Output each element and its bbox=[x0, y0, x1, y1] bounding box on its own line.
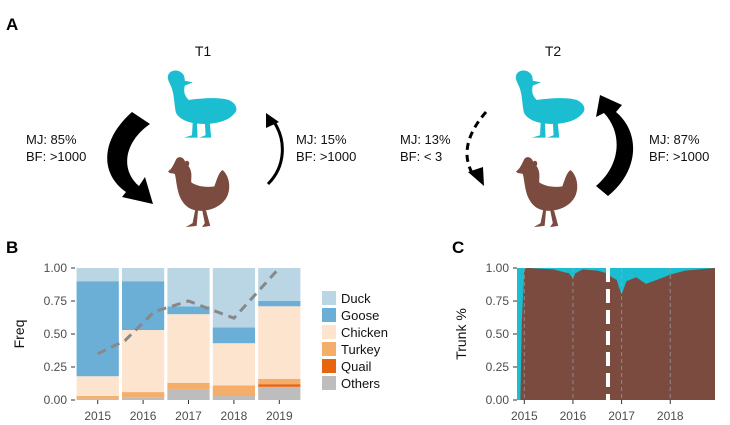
bar-2016-duck bbox=[121, 268, 165, 282]
panel-a-letter: A bbox=[6, 15, 18, 34]
y-tick-label: 0.00 bbox=[486, 393, 510, 407]
y-axis-label: Trunk % bbox=[453, 308, 469, 360]
bar-2018-goose bbox=[212, 327, 256, 344]
x-tick-label: 2016 bbox=[560, 409, 587, 423]
bar-2016-turkey bbox=[121, 392, 165, 398]
x-tick-label: 2019 bbox=[266, 409, 293, 423]
legend-swatch-chicken bbox=[322, 325, 336, 339]
bar-2017-turkey bbox=[167, 382, 210, 390]
legend-label-duck: Duck bbox=[341, 291, 371, 306]
bar-2018-others bbox=[212, 396, 256, 400]
y-axis-label: Freq bbox=[11, 320, 27, 349]
legend-label-chicken: Chicken bbox=[341, 325, 388, 340]
bar-2019-others bbox=[258, 386, 301, 400]
arrow-duck-to-chicken-dashed bbox=[465, 111, 488, 177]
t1-left-mj: MJ: 85% bbox=[26, 132, 77, 147]
y-tick-label: 0.50 bbox=[44, 327, 68, 341]
t1-left-bf: BF: >1000 bbox=[26, 149, 86, 164]
legend-swatch-turkey bbox=[322, 342, 336, 356]
bar-2019-chicken bbox=[258, 306, 301, 379]
bar-2015-duck bbox=[76, 268, 119, 282]
t2-title: T2 bbox=[545, 43, 562, 59]
t2-left-mj: MJ: 13% bbox=[400, 132, 451, 147]
y-tick-label: 0.25 bbox=[486, 360, 510, 374]
trunk-area bbox=[517, 268, 715, 400]
arrowhead bbox=[468, 167, 484, 186]
bar-2017-goose bbox=[167, 306, 210, 315]
y-tick-label: 0.75 bbox=[44, 294, 68, 308]
x-tick-label: 2015 bbox=[511, 409, 538, 423]
trend-dashed-line bbox=[97, 266, 281, 356]
arrow-duck-to-chicken-thick bbox=[107, 112, 153, 204]
bar-2018-turkey bbox=[212, 385, 256, 397]
t2-right-mj: MJ: 87% bbox=[649, 132, 700, 147]
arrow-chicken-to-duck-thick bbox=[596, 95, 634, 196]
duck-icon bbox=[167, 70, 237, 138]
y-tick-label: 1.00 bbox=[44, 261, 68, 275]
legend-swatch-goose bbox=[322, 308, 336, 322]
legend-label-turkey: Turkey bbox=[341, 342, 381, 357]
chicken-icon bbox=[516, 157, 578, 228]
legend-swatch-others bbox=[322, 376, 336, 390]
arrowhead bbox=[266, 113, 279, 128]
legend-swatch-quail bbox=[322, 359, 336, 373]
trunk-area-chart: 2015 2016 2017 2018 0.00 0.25 0.50 0.75 1.00 Trun… bbox=[453, 261, 715, 423]
arrow-chicken-to-duck-thin bbox=[266, 121, 284, 186]
x-tick-label: 2018 bbox=[657, 409, 684, 423]
y-tick-label: 0.50 bbox=[486, 327, 510, 341]
t1-right-mj: MJ: 15% bbox=[296, 132, 347, 147]
x-tick-label: 2016 bbox=[130, 409, 157, 423]
bar-2016-others bbox=[121, 397, 165, 400]
bar-2017-chicken bbox=[167, 314, 210, 383]
x-tick-label: 2018 bbox=[221, 409, 248, 423]
legend-swatch-duck bbox=[322, 291, 336, 305]
bar-2016-chicken bbox=[121, 330, 165, 393]
t2-left-bf: BF: < 3 bbox=[400, 149, 442, 164]
x-tick-label: 2017 bbox=[608, 409, 635, 423]
freq-stacked-bar-chart: 0.00 0.25 0.50 0.75 1.00 Freq 2015 2016 2017 2018… bbox=[11, 261, 388, 423]
legend-label-quail: Quail bbox=[341, 359, 371, 374]
t2-right-bf: BF: >1000 bbox=[649, 149, 709, 164]
bar-2015-others bbox=[76, 398, 119, 400]
bar-2015-turkey bbox=[76, 396, 119, 399]
bar-2019-turkey bbox=[258, 378, 301, 385]
y-tick-label: 1.00 bbox=[486, 261, 510, 275]
y-tick-label: 0.25 bbox=[44, 360, 68, 374]
legend-label-goose: Goose bbox=[341, 308, 379, 323]
bar-2017-others bbox=[167, 389, 210, 400]
duck-icon bbox=[515, 70, 585, 138]
bar-2019-goose bbox=[258, 301, 301, 307]
panel-c-letter: C bbox=[452, 238, 464, 257]
bar-2016-goose bbox=[121, 281, 165, 331]
bar-2015-goose bbox=[76, 281, 119, 377]
chicken-icon bbox=[168, 157, 230, 228]
x-tick-label: 2017 bbox=[175, 409, 202, 423]
legend-label-others: Others bbox=[341, 376, 381, 391]
y-tick-label: 0.00 bbox=[44, 393, 68, 407]
panel-b-letter: B bbox=[6, 238, 18, 257]
t1-right-bf: BF: >1000 bbox=[296, 149, 356, 164]
x-tick-label: 2015 bbox=[84, 409, 111, 423]
bar-2019-quail bbox=[258, 384, 301, 387]
t1-title: T1 bbox=[195, 43, 212, 59]
y-tick-label: 0.75 bbox=[486, 294, 510, 308]
bar-2018-chicken bbox=[212, 343, 256, 386]
bar-2015-chicken bbox=[76, 376, 119, 397]
